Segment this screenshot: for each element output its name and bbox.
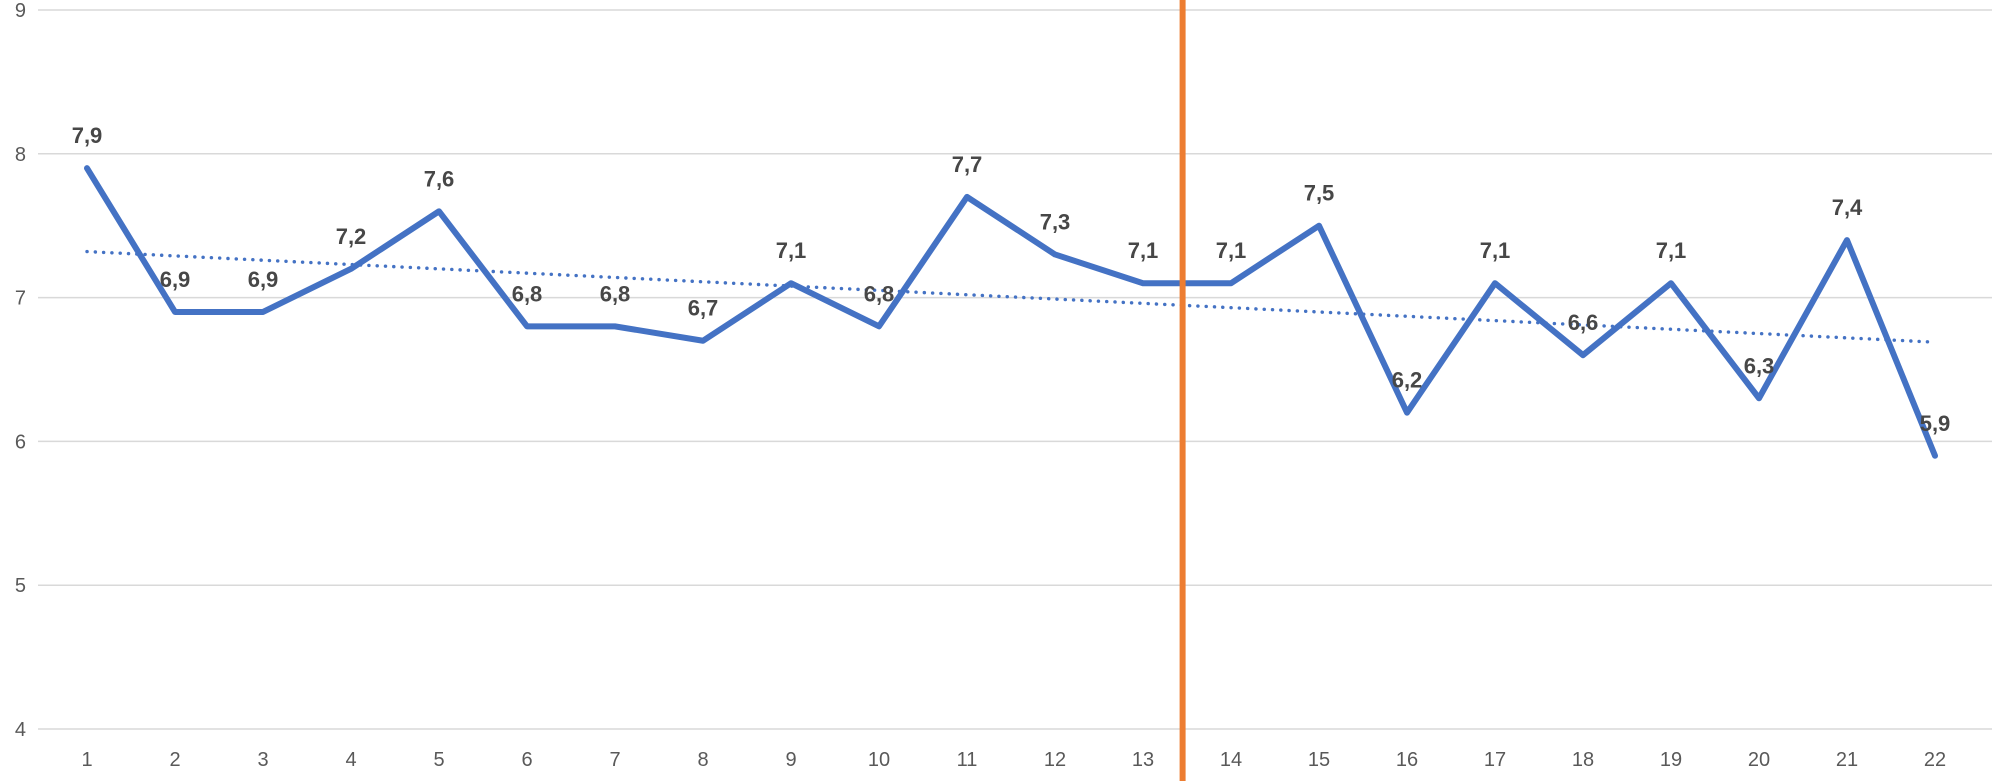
data-label: 6,2 [1392,368,1423,393]
y-tick-label: 9 [15,0,26,22]
series-line [84,165,1938,459]
x-tick-label: 14 [1220,749,1242,771]
x-tick-label: 6 [521,749,532,771]
x-tick-label: 12 [1044,749,1066,771]
x-tick-label: 7 [609,749,620,771]
x-tick-label: 18 [1572,749,1594,771]
x-tick-label: 4 [345,749,356,771]
data-label: 7,1 [1480,238,1511,263]
data-label: 7,1 [1128,238,1159,263]
data-label: 6,8 [600,281,631,306]
data-label: 7,7 [952,152,983,177]
x-tick-label: 1 [81,749,92,771]
data-label: 6,9 [160,267,191,292]
data-label: 7,4 [1832,195,1863,220]
data-label: 7,1 [1656,238,1687,263]
data-label: 7,6 [424,166,455,191]
data-label: 7,5 [1304,181,1335,206]
data-label: 7,9 [72,123,103,148]
x-tick-label: 2 [169,749,180,771]
y-tick-label: 6 [15,431,26,453]
data-label: 6,6 [1568,310,1599,335]
y-tick-label: 5 [15,575,26,597]
trendline [85,249,1937,344]
x-tick-label: 21 [1836,749,1858,771]
data-label: 7,1 [776,238,807,263]
data-label: 6,7 [688,296,719,321]
x-tick-label: 8 [697,749,708,771]
x-tick-label: 17 [1484,749,1506,771]
x-tick-label: 19 [1660,749,1682,771]
data-label: 6,3 [1744,353,1775,378]
x-tick-label: 9 [785,749,796,771]
data-label: 7,2 [336,224,367,249]
x-tick-label: 20 [1748,749,1770,771]
x-tick-label: 11 [957,749,978,771]
data-label: 6,8 [512,281,543,306]
x-tick-label: 22 [1924,749,1946,771]
y-tick-label: 7 [15,288,26,310]
y-tick-label: 8 [15,144,26,166]
x-tick-label: 5 [433,749,444,771]
data-label: 6,8 [864,281,895,306]
x-tick-label: 10 [868,749,890,771]
x-tick-label: 3 [257,749,268,771]
data-label: 7,1 [1216,238,1247,263]
data-label: 5,9 [1920,411,1951,436]
x-tick-label: 15 [1308,749,1330,771]
data-label: 6,9 [248,267,279,292]
x-tick-label: 13 [1132,749,1154,771]
y-tick-label: 4 [15,719,26,741]
data-label: 7,3 [1040,209,1071,234]
x-tick-label: 16 [1396,749,1418,771]
